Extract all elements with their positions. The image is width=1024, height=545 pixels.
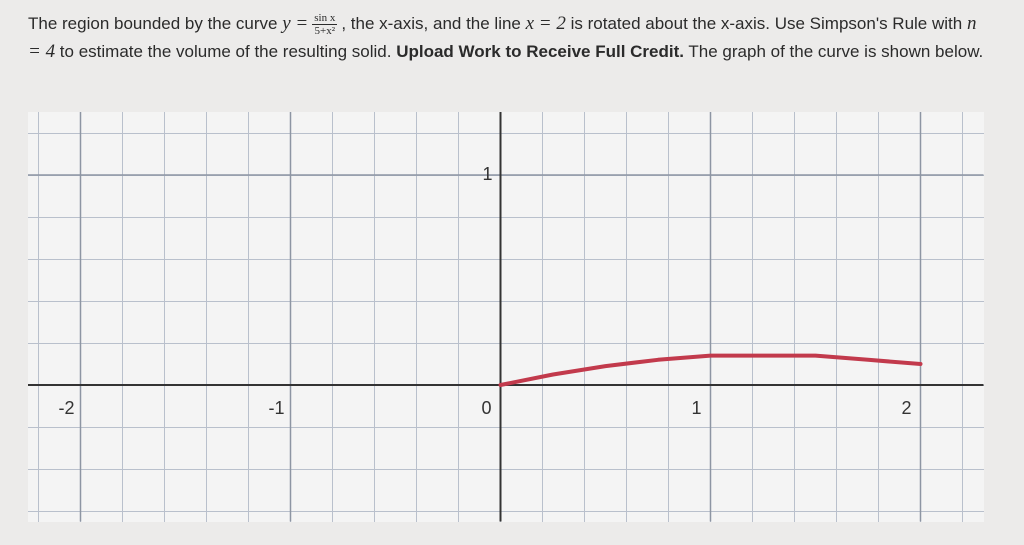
bold-text: Upload Work to Receive Full Credit. <box>396 42 684 61</box>
problem-text: The region bounded by the curve y = sin x… <box>28 10 988 66</box>
numerator: sin x <box>312 12 338 26</box>
math: x = 2 <box>525 13 566 34</box>
text: The region bounded by the curve <box>28 14 283 33</box>
text: , the x-axis, and the line <box>341 14 526 33</box>
x-tick-label: -2 <box>58 398 74 418</box>
fraction: sin x 5+x² <box>312 12 338 38</box>
x-tick-label: 0 <box>481 398 491 418</box>
x-tick-label: -1 <box>268 398 284 418</box>
text: The graph of the curve is shown below. <box>684 42 984 61</box>
curve <box>498 353 923 387</box>
denominator: 5+x² <box>314 25 336 38</box>
math: y = <box>282 13 309 34</box>
text: is rotated about the x-axis. Use Simpson… <box>565 14 967 33</box>
x-tick-label: 2 <box>901 398 911 418</box>
grid-background <box>28 112 984 522</box>
math: n = 4 <box>28 13 977 62</box>
y-tick-label: 1 <box>482 164 492 184</box>
x-tick-label: 1 <box>691 398 701 418</box>
text: to estimate the volume of the resulting … <box>55 42 397 61</box>
